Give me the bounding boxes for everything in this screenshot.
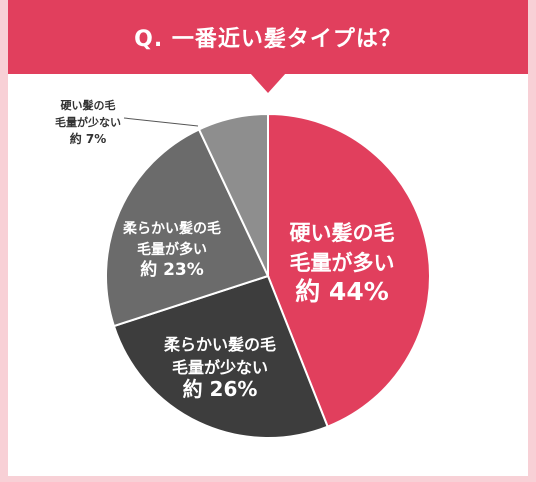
slice-1-value-label: 約 44%	[295, 277, 389, 306]
question-header	[8, 0, 528, 74]
slice-4-category-label-line1: 硬い髪の毛	[61, 98, 116, 112]
slice-2-category-label-line2: 毛量が少ない	[172, 358, 268, 377]
pie-slice-1	[267, 112, 431, 428]
pie-slice-2	[112, 274, 329, 439]
pie-slice-4	[197, 112, 269, 277]
leader-line	[123, 117, 199, 127]
slice-3-value-label: 約 23%	[140, 259, 204, 280]
slice-3-category-label-line1: 柔らかい髪の毛	[122, 220, 221, 237]
slice-2-category-label-line1: 柔らかい髪の毛	[163, 335, 276, 354]
slice-1-category-label-line1: 硬い髪の毛	[290, 221, 395, 245]
header-pointer	[250, 73, 286, 93]
slice-4-category-label-line2: 毛量が少ない	[55, 115, 121, 129]
slice-1-category-label-line2: 毛量が多い	[290, 251, 395, 275]
slice-3-category-label-line2: 毛量が多い	[137, 241, 207, 258]
slice-4-value-label: 約 7%	[70, 131, 107, 146]
slice-2-value-label: 約 26%	[183, 377, 258, 401]
pie-slice-3	[105, 128, 270, 328]
question-title: Q. 一番近い髪タイプは？	[134, 27, 402, 52]
